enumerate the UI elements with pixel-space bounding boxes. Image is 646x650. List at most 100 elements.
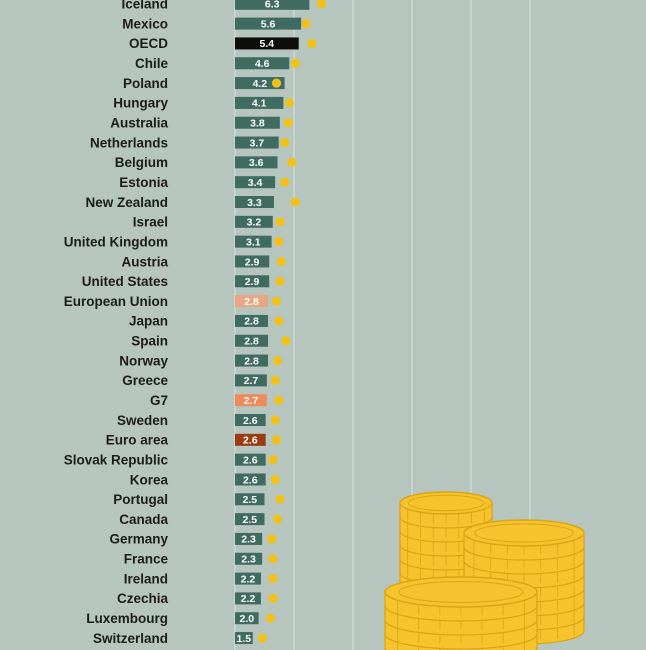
bar <box>235 374 267 387</box>
value-label: 4.2 <box>252 78 267 90</box>
category-label: Poland <box>123 76 168 91</box>
value-label: 2.6 <box>243 474 258 486</box>
value-label: 2.9 <box>245 276 260 288</box>
category-label: Slovak Republic <box>64 452 169 467</box>
category-label: Estonia <box>119 175 168 190</box>
value-label: 2.7 <box>244 395 259 407</box>
bar <box>235 196 274 208</box>
markers <box>257 0 326 643</box>
bar <box>235 235 272 248</box>
value-label: 2.6 <box>243 454 258 466</box>
category-label: Belgium <box>115 155 168 170</box>
bar <box>235 136 279 149</box>
bar <box>235 552 263 565</box>
marker-dot <box>283 118 293 128</box>
category-label: Germany <box>109 532 168 547</box>
bar <box>235 513 265 526</box>
category-label: Czechia <box>117 591 169 606</box>
bar <box>235 215 273 228</box>
category-label: Luxembourg <box>86 611 168 626</box>
bar <box>235 612 259 625</box>
bar <box>235 0 310 10</box>
value-label: 2.3 <box>241 534 256 546</box>
value-label: 3.8 <box>250 118 265 130</box>
value-labels: 6.3 5.6 5.4 4.6 4.2 4.1 3.8 3.7 3.6 3.4 3.3 3.2 3.1 2… <box>237 0 280 645</box>
value-label: 3.1 <box>246 236 261 248</box>
marker-dot <box>274 237 284 247</box>
marker-dot <box>273 514 283 524</box>
marker-dot <box>270 474 280 485</box>
category-label: United Kingdom <box>64 234 168 249</box>
marker-dot <box>271 296 282 306</box>
marker-dot <box>273 355 283 366</box>
category-label: Iceland <box>121 0 168 12</box>
marker-dot <box>275 276 285 286</box>
category-label: Austria <box>121 254 168 269</box>
value-label: 2.8 <box>244 355 259 367</box>
category-label: OECD <box>129 36 168 51</box>
category-label: United States <box>82 274 168 289</box>
value-label: 3.3 <box>247 197 262 209</box>
value-label: 3.6 <box>249 157 264 169</box>
value-label: 2.3 <box>241 554 256 566</box>
coin-stack <box>384 576 538 650</box>
marker-dot <box>268 455 278 465</box>
bar <box>235 77 285 90</box>
marker-dot <box>284 98 295 108</box>
bar <box>235 156 278 169</box>
value-label: 2.6 <box>243 435 258 447</box>
marker-dot <box>290 58 300 68</box>
category-label: Canada <box>119 512 168 527</box>
category-label: Hungary <box>113 96 168 111</box>
marker-dot <box>268 573 278 584</box>
marker-dot <box>280 137 290 148</box>
marker-dot <box>268 554 278 564</box>
category-label: Switzerland <box>93 631 168 646</box>
value-label: 2.2 <box>241 573 256 585</box>
marker-dot <box>275 494 285 504</box>
bar <box>235 295 269 308</box>
bar <box>235 354 269 367</box>
bar <box>235 275 270 288</box>
bar <box>235 116 280 129</box>
marker-dot <box>271 78 282 88</box>
category-labels: Iceland Mexico OECD Chile Poland Hungary Austr… <box>64 0 169 646</box>
marker-dot <box>267 534 277 544</box>
bar <box>235 334 269 347</box>
bar <box>235 37 299 50</box>
bar <box>235 493 265 506</box>
marker-dot <box>274 316 284 326</box>
category-label: Australia <box>110 116 168 131</box>
marker-dot <box>301 19 311 29</box>
category-label: Korea <box>130 472 169 487</box>
category-label: Chile <box>135 56 168 71</box>
marker-dot <box>281 336 291 346</box>
marker-dot <box>270 375 280 385</box>
category-label: New Zealand <box>85 195 168 210</box>
category-label: Japan <box>129 314 168 329</box>
category-label: Greece <box>122 373 168 388</box>
bar <box>235 414 266 427</box>
marker-dot <box>275 217 285 227</box>
value-label: 2.7 <box>244 375 259 387</box>
marker-dot <box>307 38 317 49</box>
bar <box>235 314 269 327</box>
category-label: Norway <box>119 353 168 368</box>
value-label: 4.6 <box>255 58 270 70</box>
bar <box>235 57 290 70</box>
value-label: 2.6 <box>243 415 258 427</box>
bar <box>235 453 266 466</box>
value-label: 2.5 <box>242 494 257 506</box>
bar <box>235 394 267 407</box>
value-label: 2.8 <box>244 336 259 348</box>
value-label: 3.2 <box>247 217 262 229</box>
value-label: 5.4 <box>260 38 275 50</box>
marker-dot <box>257 633 267 643</box>
marker-dot <box>287 157 297 167</box>
value-label: 3.7 <box>250 137 265 149</box>
category-label: G7 <box>150 393 168 408</box>
category-label: Mexico <box>122 16 168 31</box>
marker-dot <box>316 0 326 9</box>
marker-dot <box>268 593 278 604</box>
category-label: Israel <box>133 215 168 230</box>
